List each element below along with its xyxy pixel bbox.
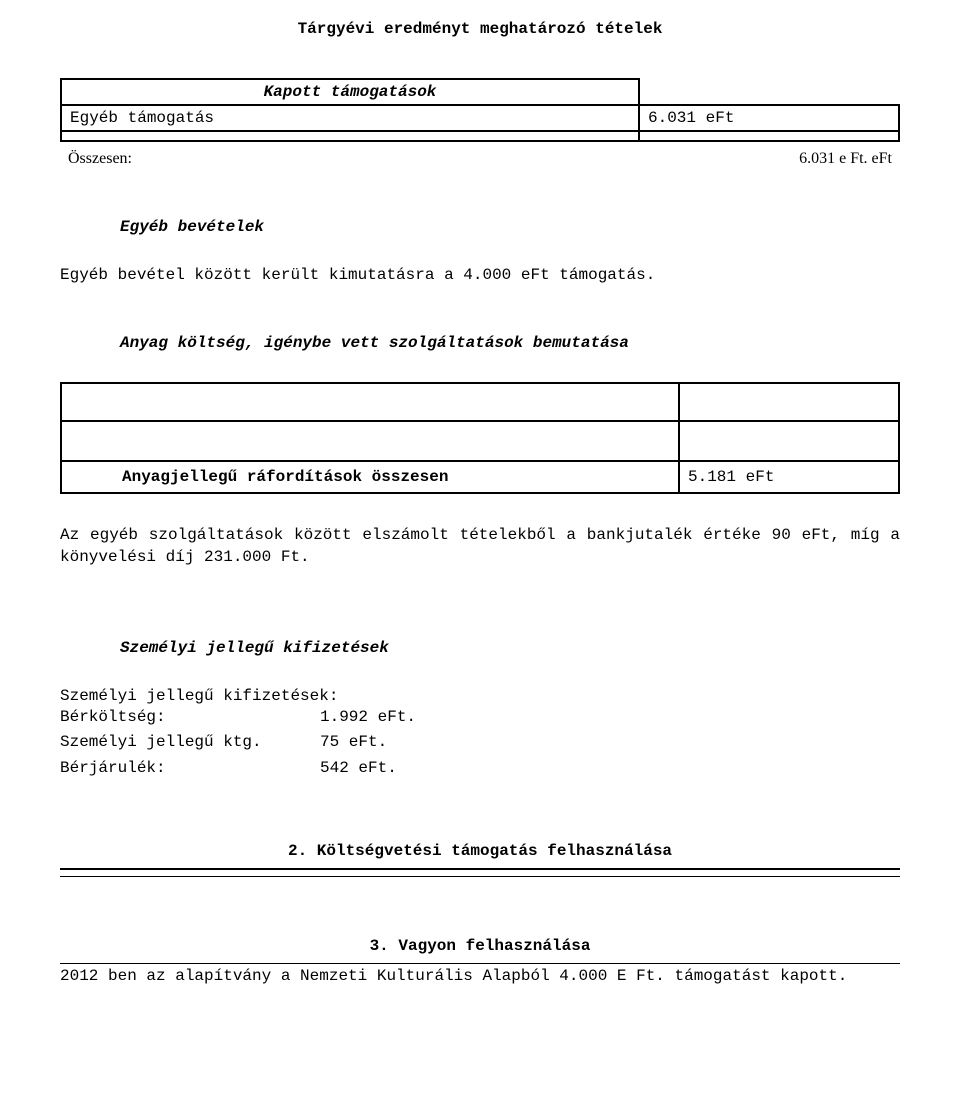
- supports-total-value: 6.031 e Ft. eFt: [799, 150, 892, 168]
- section2-heading: 2. Költségvetési támogatás felhasználása: [60, 842, 900, 860]
- personnel-item-value: 75 eFt.: [320, 730, 387, 756]
- divider: [60, 868, 900, 870]
- personnel-item-label: Bérköltség:: [60, 705, 320, 731]
- section3-heading: 3. Vagyon felhasználása: [60, 937, 900, 955]
- personnel-item-value: 1.992 eFt.: [320, 705, 416, 731]
- personnel-item-value: 542 eFt.: [320, 756, 397, 782]
- empty-cell: [680, 422, 900, 462]
- supports-heading: Kapott támogatások: [264, 83, 437, 101]
- personnel-item: Személyi jellegű ktg. 75 eFt.: [60, 730, 900, 756]
- other-income-heading: Egyéb bevételek: [60, 218, 900, 236]
- personnel-item-label: Bérjárulék:: [60, 756, 320, 782]
- materials-row-value: 5.181 eFt: [680, 460, 900, 494]
- materials-table: Anyagjellegű ráfordítások összesen 5.181…: [60, 382, 900, 494]
- personnel-item: Bérköltség: 1.992 eFt.: [60, 705, 900, 731]
- supports-total-label: Összesen:: [68, 150, 132, 168]
- support-row-value: 6.031 eFt: [640, 104, 900, 132]
- services-paragraph: Az egyéb szolgáltatások között elszámolt…: [60, 524, 900, 569]
- page-title: Tárgyévi eredményt meghatározó tételek: [60, 20, 900, 38]
- supports-heading-box: Kapott támogatások: [60, 78, 640, 106]
- divider: [60, 876, 900, 877]
- personnel-list-heading: Személyi jellegű kifizetések:: [60, 687, 900, 705]
- section3-text: 2012 ben az alapítvány a Nemzeti Kulturá…: [60, 964, 900, 988]
- other-income-text: Egyéb bevétel között került kimutatásra …: [60, 266, 900, 284]
- supports-total-row: Összesen: 6.031 e Ft. eFt: [60, 150, 900, 168]
- personnel-item-label: Személyi jellegű ktg.: [60, 730, 320, 756]
- empty-cell: [60, 382, 680, 422]
- empty-cell: [680, 382, 900, 422]
- empty-cell: [60, 130, 640, 142]
- empty-cell: [60, 422, 680, 462]
- materials-row-label: Anyagjellegű ráfordítások összesen: [60, 460, 680, 494]
- materials-heading: Anyag költség, igénybe vett szolgáltatás…: [60, 334, 900, 352]
- personnel-heading: Személyi jellegű kifizetések: [60, 639, 900, 657]
- personnel-item: Bérjárulék: 542 eFt.: [60, 756, 900, 782]
- support-row-label: Egyéb támogatás: [60, 104, 640, 132]
- empty-cell: [640, 130, 900, 142]
